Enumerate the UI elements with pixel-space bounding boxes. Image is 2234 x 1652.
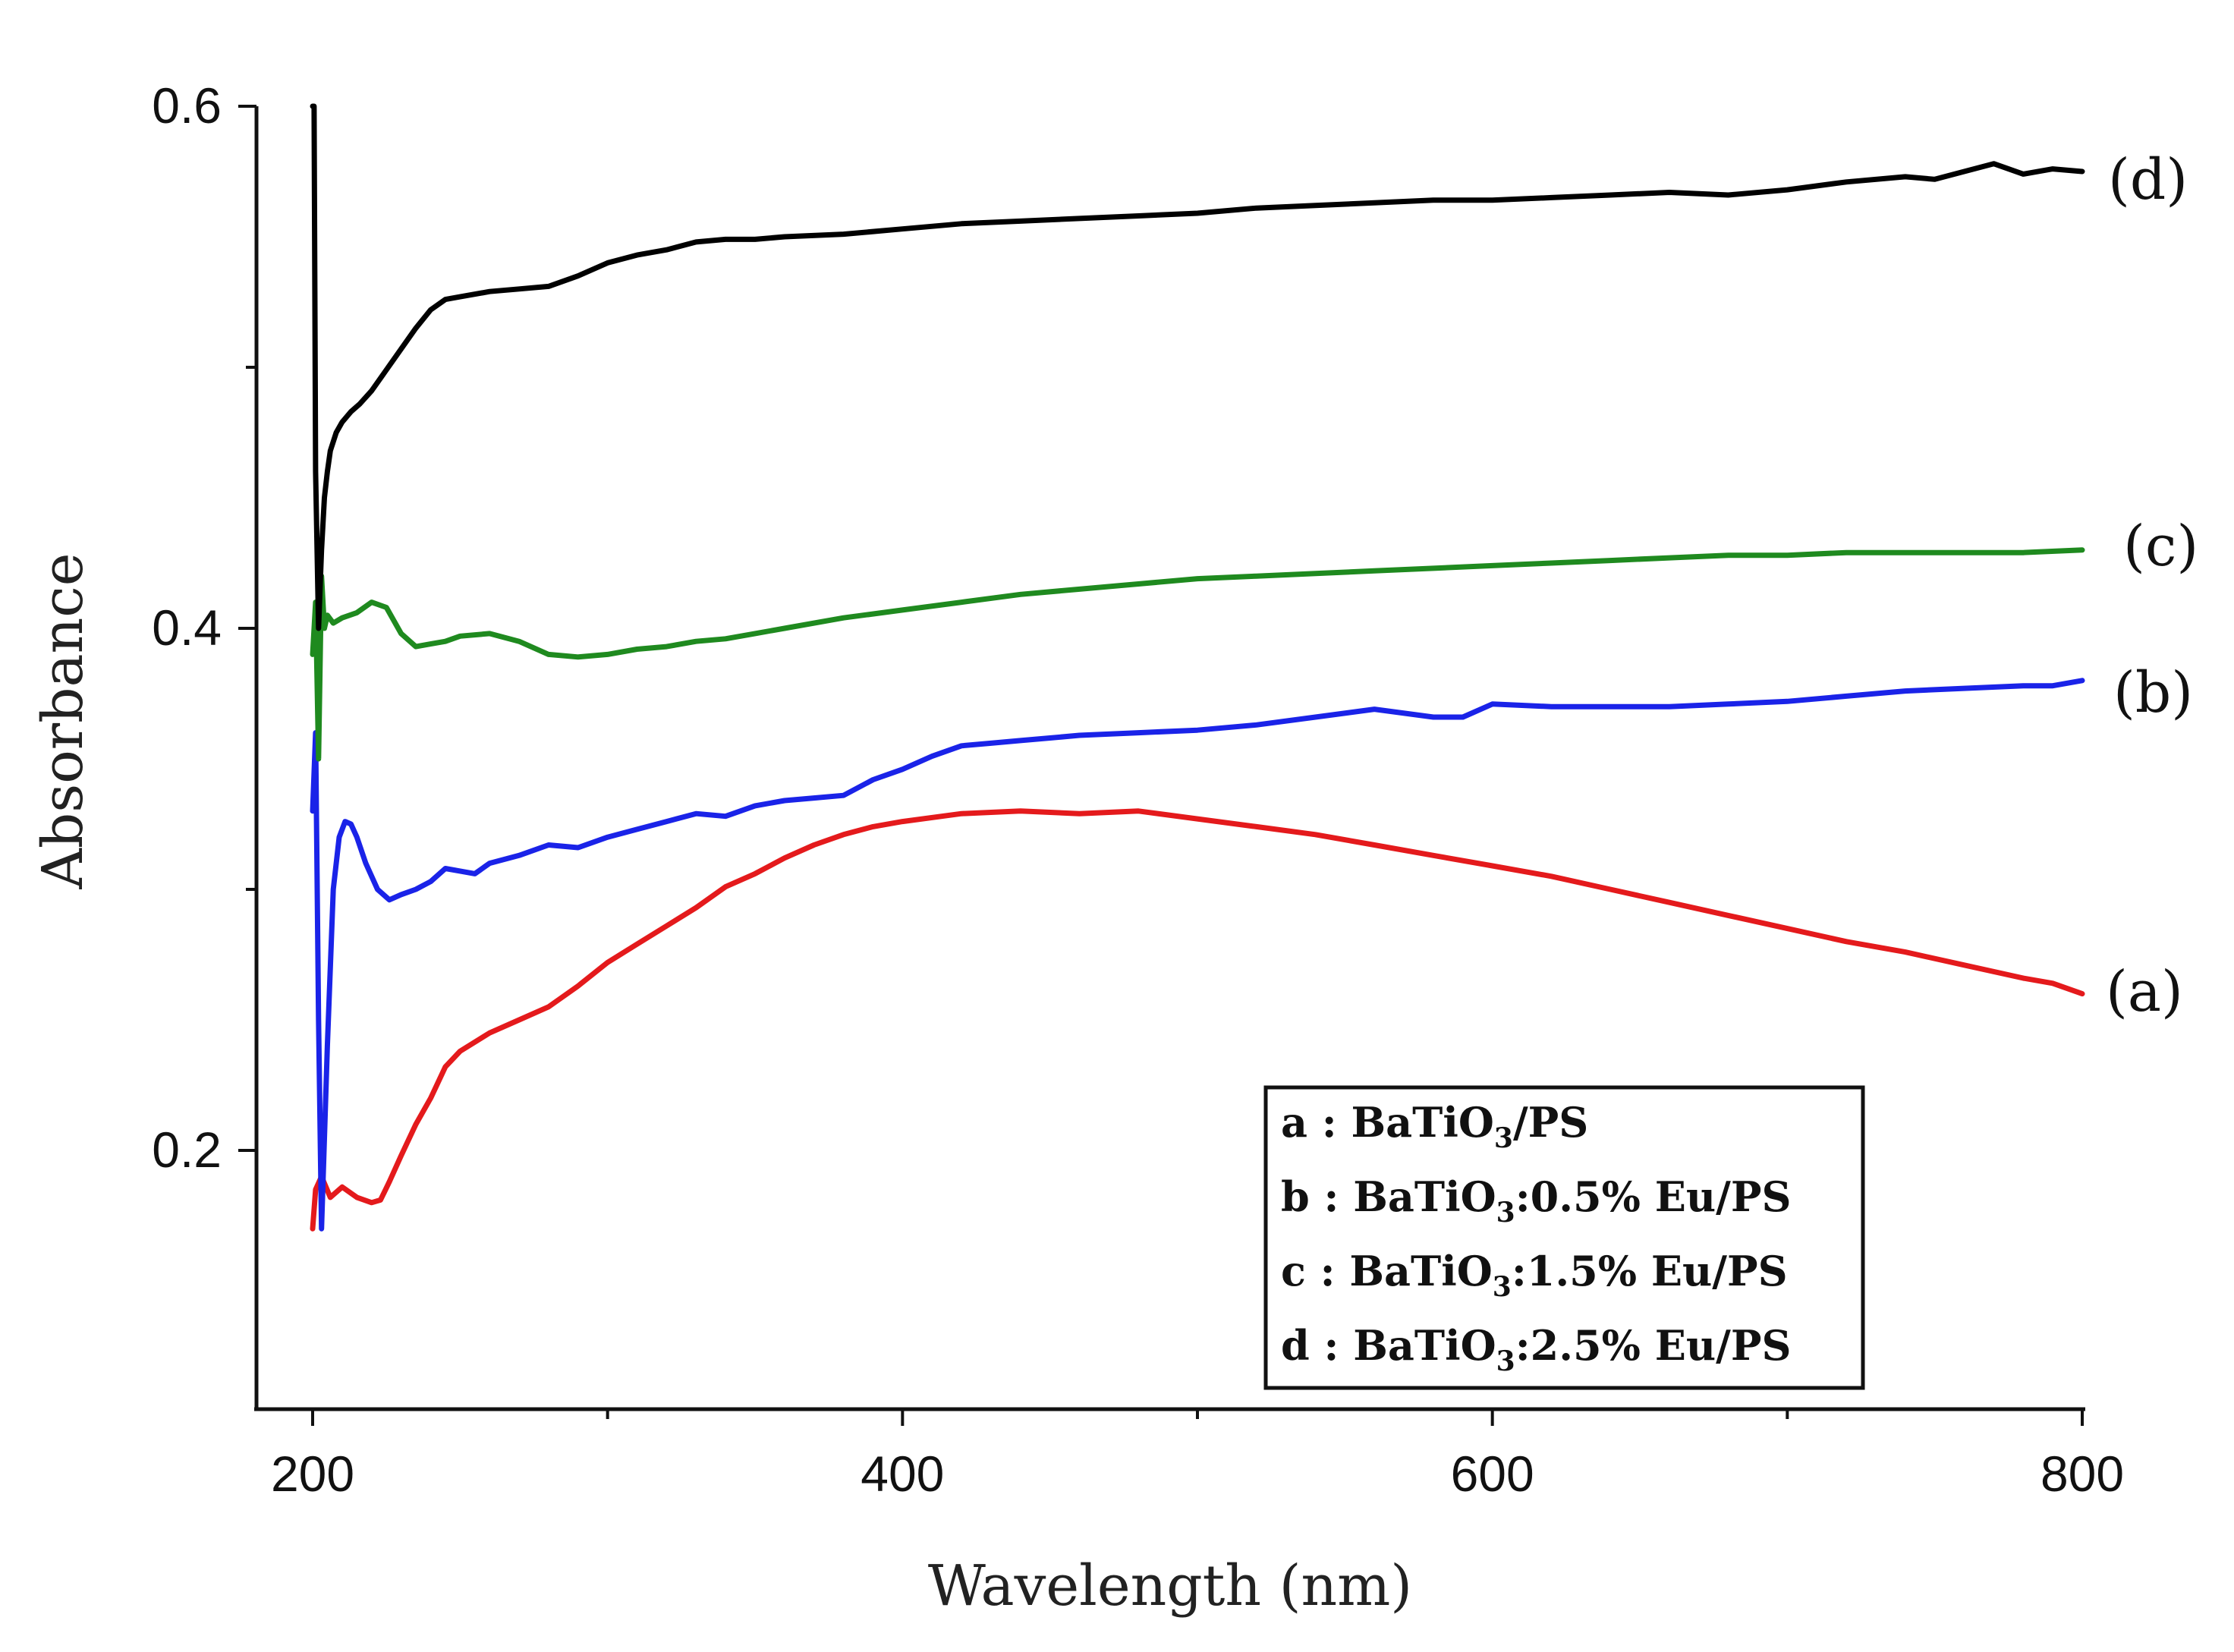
legend-entry-prefix: d : BaTiO [1281,1321,1496,1370]
legend-entry-d: d : BaTiO3:2.5% Eu/PS [1281,1321,1791,1377]
legend-entry-b: b : BaTiO3:0.5% Eu/PS [1281,1172,1791,1229]
legend-entry-prefix: a : BaTiO [1281,1098,1494,1147]
legend-entry-suffix: :2.5% Eu/PS [1515,1321,1792,1370]
legend-entry-subscript: 3 [1494,1122,1513,1154]
legend-box [1263,1085,1865,1390]
axis-ticks: 200 400 600 800 0.2 0.4 0.6 [152,77,2124,1502]
series-lines [310,103,2085,1232]
series-line-b [310,678,2085,1232]
series-tags: (a) (b) (c) (d) [2106,147,2198,1024]
x-tick-label: 600 [1451,1446,1534,1502]
series-tag-a: (a) [2106,959,2183,1024]
series-line-c [310,547,2085,762]
series-tag-d: (d) [2108,147,2188,212]
y-axis-title: Absorbance [30,552,96,889]
legend-entry-suffix: /PS [1513,1098,1588,1147]
legend-entry-subscript: 3 [1496,1345,1515,1377]
y-tick-label: 0.2 [152,1122,222,1178]
axes: Wavelength (nm) Absorbance [30,106,2085,1619]
x-tick-label: 400 [861,1446,944,1502]
y-tick-label: 0.4 [152,599,222,656]
legend-entry-subscript: 3 [1493,1271,1512,1303]
series-tag-c: (c) [2123,514,2198,579]
legend: a : BaTiO3/PSb : BaTiO3:0.5% Eu/PSc : Ba… [1263,1085,1865,1390]
legend-entry-a: a : BaTiO3/PS [1281,1098,1588,1154]
legend-entry-suffix: :0.5% Eu/PS [1515,1172,1792,1221]
legend-entry-suffix: :1.5% Eu/PS [1512,1247,1788,1295]
series-line-a [310,808,2085,1232]
x-tick-label: 800 [2040,1446,2124,1502]
legend-entry-prefix: c : BaTiO [1281,1247,1493,1295]
series-line-d [310,103,2085,631]
legend-entry-prefix: b : BaTiO [1281,1172,1496,1221]
x-axis-title: Wavelength (nm) [928,1553,1412,1619]
legend-entry-c: c : BaTiO3:1.5% Eu/PS [1281,1247,1788,1303]
legend-entry-subscript: 3 [1496,1197,1515,1229]
x-tick-label: 200 [271,1446,354,1502]
y-tick-label: 0.6 [152,77,222,134]
series-tag-b: (b) [2113,660,2193,725]
